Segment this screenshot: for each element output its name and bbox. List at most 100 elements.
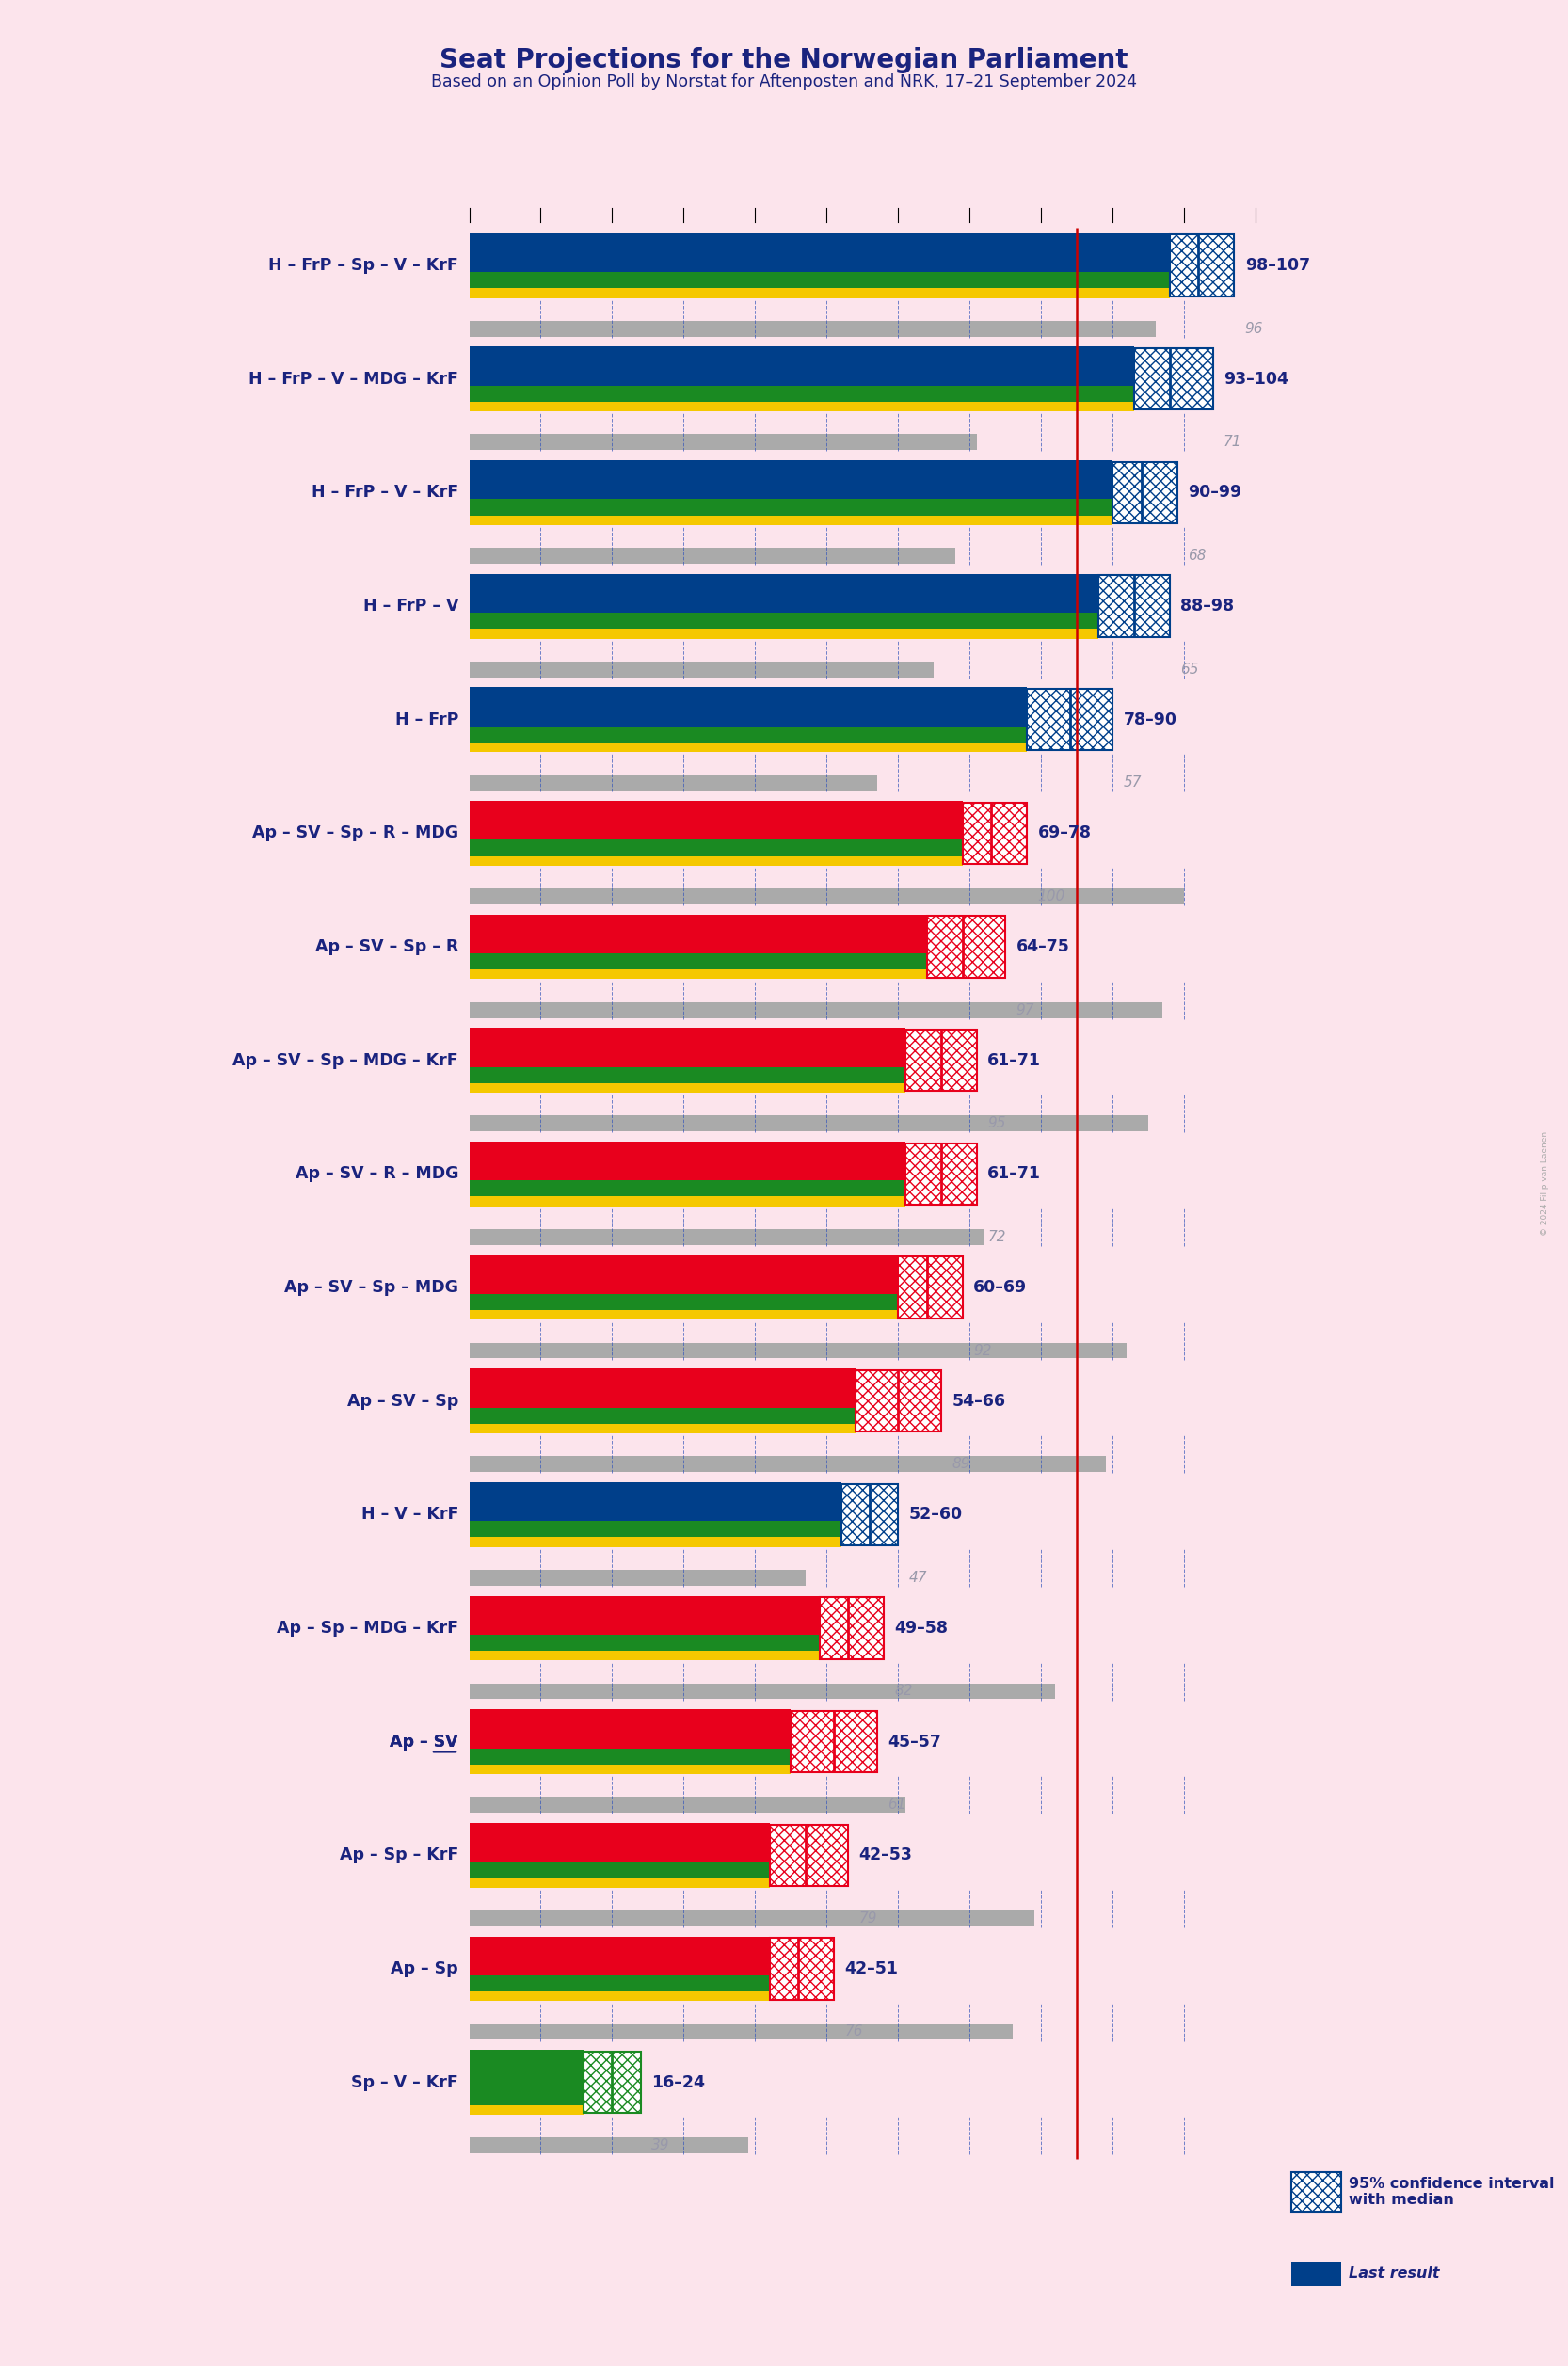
Bar bbox=[840, 1483, 898, 1545]
Text: Based on an Opinion Poll by Norstat for Aftenposten and NRK, 17–21 September 202: Based on an Opinion Poll by Norstat for … bbox=[431, 73, 1137, 90]
Bar bbox=[469, 660, 935, 677]
Text: Ap – Sp: Ap – Sp bbox=[390, 1961, 458, 1978]
Text: 39: 39 bbox=[652, 2139, 670, 2153]
Text: 69–78: 69–78 bbox=[1038, 826, 1091, 842]
Text: Ap – SV: Ap – SV bbox=[390, 1734, 458, 1751]
Bar bbox=[469, 629, 1099, 639]
Text: Ap – Sp – KrF: Ap – Sp – KrF bbox=[340, 1848, 458, 1864]
Bar bbox=[469, 1209, 1399, 1226]
Text: © 2024 Filip van Laenen: © 2024 Filip van Laenen bbox=[1540, 1131, 1549, 1235]
Bar bbox=[469, 547, 955, 563]
Text: H – FrP: H – FrP bbox=[395, 712, 458, 729]
Bar bbox=[469, 689, 1027, 726]
Bar bbox=[469, 2136, 748, 2153]
Bar bbox=[469, 970, 927, 980]
Text: Ap – SV – Sp – R: Ap – SV – Sp – R bbox=[315, 939, 458, 956]
Text: 65: 65 bbox=[1181, 662, 1200, 677]
Text: Ap – SV – Sp – MDG: Ap – SV – Sp – MDG bbox=[284, 1280, 458, 1297]
Text: 60–69: 60–69 bbox=[974, 1280, 1027, 1297]
Text: Seat Projections for the Norwegian Parliament: Seat Projections for the Norwegian Parli… bbox=[439, 47, 1129, 73]
Bar bbox=[469, 1084, 905, 1093]
Bar bbox=[469, 1663, 1399, 1680]
Bar bbox=[1027, 689, 1113, 750]
Text: H – FrP – V: H – FrP – V bbox=[362, 599, 458, 615]
Bar bbox=[1292, 2172, 1342, 2212]
Bar bbox=[469, 1029, 905, 1067]
Bar bbox=[1113, 461, 1178, 523]
Bar bbox=[469, 516, 1113, 525]
Text: 98–107: 98–107 bbox=[1245, 258, 1309, 274]
Text: Last result: Last result bbox=[1348, 2267, 1439, 2281]
Bar bbox=[469, 982, 1399, 1001]
Bar bbox=[469, 1992, 770, 2002]
Bar bbox=[770, 1938, 834, 1999]
Bar bbox=[469, 2004, 1399, 2021]
Bar bbox=[469, 1095, 1399, 1114]
Bar bbox=[469, 1001, 1163, 1017]
Bar bbox=[469, 1890, 1399, 1907]
Bar bbox=[469, 402, 1134, 412]
Bar bbox=[469, 1368, 855, 1408]
Text: 61: 61 bbox=[887, 1798, 906, 1812]
Text: 90–99: 90–99 bbox=[1189, 485, 1242, 502]
Bar bbox=[469, 322, 1156, 336]
Bar bbox=[469, 856, 963, 866]
Bar bbox=[469, 887, 1184, 904]
Bar bbox=[469, 1777, 1399, 1793]
Text: 47: 47 bbox=[909, 1571, 927, 1585]
Text: Ap – SV – Sp – R – MDG: Ap – SV – Sp – R – MDG bbox=[252, 826, 458, 842]
Bar bbox=[469, 414, 1399, 433]
Text: 16–24: 16–24 bbox=[652, 2075, 706, 2092]
Text: 93–104: 93–104 bbox=[1223, 371, 1289, 388]
Text: 64–75: 64–75 bbox=[1016, 939, 1069, 956]
Bar bbox=[469, 916, 927, 953]
Bar bbox=[469, 613, 1099, 629]
Bar bbox=[469, 575, 1099, 613]
Bar bbox=[1134, 348, 1212, 409]
Text: Ap – SV – Sp – MDG – KrF: Ap – SV – Sp – MDG – KrF bbox=[234, 1053, 458, 1069]
Bar bbox=[469, 1569, 806, 1585]
Text: 61–71: 61–71 bbox=[988, 1166, 1041, 1183]
Bar bbox=[469, 868, 1399, 887]
Bar bbox=[469, 1595, 820, 1635]
Text: 42–53: 42–53 bbox=[859, 1848, 913, 1864]
Bar bbox=[905, 1143, 977, 1204]
Bar bbox=[469, 774, 877, 790]
Bar bbox=[469, 272, 1170, 289]
Bar bbox=[927, 916, 1005, 977]
Bar bbox=[469, 1197, 905, 1207]
Bar bbox=[469, 743, 1027, 752]
Bar bbox=[469, 1651, 820, 1661]
Bar bbox=[469, 755, 1399, 774]
Bar bbox=[469, 1765, 790, 1774]
Bar bbox=[1170, 234, 1234, 296]
Bar bbox=[469, 528, 1399, 547]
Text: 76: 76 bbox=[845, 2025, 862, 2039]
Text: 72: 72 bbox=[988, 1230, 1007, 1245]
Text: 57: 57 bbox=[1123, 776, 1142, 790]
Text: 79: 79 bbox=[859, 1912, 877, 1926]
Bar bbox=[1099, 575, 1170, 636]
Text: Ap – SV – R – MDG: Ap – SV – R – MDG bbox=[295, 1166, 458, 1183]
Bar bbox=[469, 1342, 1127, 1358]
Bar bbox=[469, 1635, 820, 1651]
Text: 42–51: 42–51 bbox=[845, 1961, 898, 1978]
Bar bbox=[820, 1597, 884, 1659]
Bar bbox=[469, 2089, 583, 2106]
Text: 95: 95 bbox=[988, 1117, 1007, 1131]
Bar bbox=[469, 1879, 770, 1888]
Bar bbox=[469, 386, 1134, 402]
Bar bbox=[469, 2106, 583, 2115]
Bar bbox=[469, 1976, 770, 1992]
Bar bbox=[469, 1323, 1399, 1339]
Bar bbox=[469, 1181, 905, 1197]
Bar bbox=[469, 1862, 770, 1879]
Bar bbox=[469, 726, 1027, 743]
Bar bbox=[469, 1228, 985, 1245]
Bar bbox=[469, 289, 1170, 298]
Bar bbox=[469, 1521, 840, 1538]
Bar bbox=[469, 1294, 898, 1311]
Text: 71: 71 bbox=[1223, 435, 1242, 450]
Bar bbox=[469, 1254, 898, 1294]
Text: 92: 92 bbox=[974, 1344, 991, 1358]
